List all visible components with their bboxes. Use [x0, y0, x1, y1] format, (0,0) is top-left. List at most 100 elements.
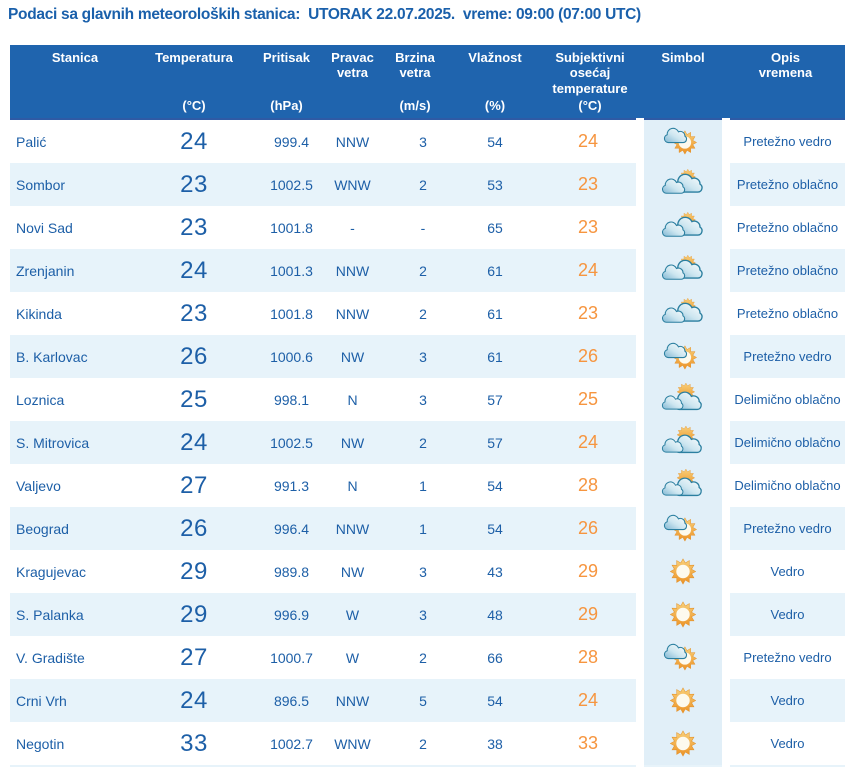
humidity-value: 48	[450, 593, 540, 636]
wind-speed-value: 2	[419, 649, 427, 666]
station-name: S. Mitrovica	[10, 421, 140, 464]
weather-description: Pretežno vedro	[726, 335, 845, 378]
temperature-value: 24	[140, 421, 248, 464]
sun-behind-clouds-icon	[660, 383, 706, 416]
table-row: Novi Sad 23 1001.8 - - 65 23 Pretežno ob…	[10, 206, 845, 249]
wind-direction-value: WNW	[334, 735, 371, 752]
station-name: Valjevo	[16, 477, 61, 494]
column-unit: (%)	[484, 97, 506, 113]
wind-direction-value: NNW	[325, 249, 380, 292]
weather-description: Vedro	[726, 593, 845, 636]
sun-behind-clouds-icon	[660, 469, 706, 502]
wind-speed-value: 3	[419, 563, 427, 580]
station-name: Palić	[16, 133, 47, 150]
column-header: Temperatura (°C)	[140, 45, 248, 120]
pressure-value: 1001.8	[270, 305, 313, 322]
temperature-value: 24	[140, 679, 248, 722]
station-name: Novi Sad	[16, 219, 73, 236]
temperature-value: 25	[180, 385, 208, 413]
temperature-value: 26	[140, 335, 248, 378]
column-header: Simbol	[640, 45, 726, 120]
column-header: Pritisak (hPa)	[248, 45, 325, 120]
wind-speed-value: 2	[380, 249, 450, 292]
weather-description: Pretežno oblačno	[736, 219, 839, 235]
feels-like-value: 24	[540, 249, 640, 292]
temperature-value: 24	[140, 249, 248, 292]
weather-symbol-cell	[636, 206, 730, 249]
weather-symbol-cell	[636, 421, 730, 464]
column-label: Pritisak	[263, 50, 310, 65]
clear-sky-sun-icon	[660, 727, 706, 760]
clear-sky-sun-icon	[660, 555, 706, 588]
wind-speed-value: 3	[419, 391, 427, 408]
wind-direction-value: W	[325, 593, 380, 636]
table-header: Stanica Temperatura (°C) Pritisak (hPa) …	[10, 45, 845, 120]
station-name: V. Gradište	[16, 649, 85, 666]
table-row: Zrenjanin 24 1001.3 NNW 2 61 24 Pretežno…	[10, 249, 845, 292]
station-name: Sombor	[10, 163, 140, 206]
temperature-value: 23	[180, 299, 208, 327]
clouds-with-sun-peek-icon	[660, 211, 706, 244]
table-row: B. Karlovac 26 1000.6 NW 3 61 26 Pretežn…	[10, 335, 845, 378]
feels-like-value: 25	[577, 389, 599, 409]
table-body: Palić 24 999.4 NNW 3 54 24 Pretežno vedr…	[10, 119, 845, 766]
wind-direction-value: NNW	[335, 305, 370, 322]
column-label: Stanica	[51, 50, 99, 65]
column-header: Pravac vetra	[325, 45, 380, 120]
pressure-value: 1002.7	[270, 735, 313, 752]
wind-direction-value: NNW	[325, 679, 380, 722]
wind-speed-value: 3	[380, 335, 450, 378]
table-row: Negotin 33 1002.7 WNW 2 38 33 Vedro	[10, 722, 845, 766]
wind-direction-value: -	[350, 219, 355, 236]
column-label: Simbol	[661, 50, 705, 65]
weather-symbol-cell	[636, 163, 730, 206]
wind-speed-value: 1	[419, 477, 427, 494]
humidity-value: 61	[450, 335, 540, 378]
table-row: Kragujevac 29 989.8 NW 3 43 29 Vedro	[10, 550, 845, 593]
humidity-value: 65	[487, 219, 503, 236]
column-label: Pravac vetra	[331, 50, 374, 81]
table-row: Kikinda 23 1001.8 NNW 2 61 23 Pretežno o…	[10, 292, 845, 335]
temperature-value: 29	[180, 557, 208, 585]
weather-description: Vedro	[726, 679, 845, 722]
feels-like-value: 24	[577, 131, 599, 151]
weather-symbol-cell	[636, 119, 730, 163]
station-name: Loznica	[16, 391, 65, 408]
wind-speed-value: 3	[419, 133, 427, 150]
weather-description: Vedro	[770, 735, 805, 751]
weather-description: Delimično oblačno	[726, 421, 845, 464]
wind-direction-value: NW	[325, 335, 380, 378]
table-row: Palić 24 999.4 NNW 3 54 24 Pretežno vedr…	[10, 119, 845, 163]
column-header: Vlažnost (%)	[450, 45, 540, 120]
sun-with-small-cloud-icon	[660, 125, 706, 158]
weather-description: Delimično oblačno	[734, 477, 841, 493]
station-name: Crni Vrh	[10, 679, 140, 722]
column-unit: (hPa)	[270, 97, 303, 113]
weather-symbol-cell	[636, 593, 730, 636]
humidity-value: 66	[487, 649, 503, 666]
weather-symbol-cell	[636, 378, 730, 421]
weather-description: Pretežno vedro	[743, 133, 832, 149]
feels-like-value: 26	[540, 335, 640, 378]
column-label: Subjektivni osećaj temperature	[552, 50, 628, 96]
column-unit: (°C)	[578, 97, 602, 113]
station-name: Kragujevac	[16, 563, 87, 580]
wind-direction-value: NNW	[335, 133, 370, 150]
feels-like-value: 28	[577, 647, 599, 667]
humidity-value: 53	[450, 163, 540, 206]
column-unit: (°C)	[182, 97, 206, 113]
pressure-value: 1002.5	[248, 163, 325, 206]
station-name: B. Karlovac	[10, 335, 140, 378]
column-unit: (m/s)	[399, 97, 431, 113]
weather-symbol-cell	[636, 292, 730, 335]
temperature-value: 26	[140, 507, 248, 550]
humidity-value: 54	[450, 507, 540, 550]
sun-with-small-cloud-icon	[660, 641, 706, 674]
sun-with-small-cloud-icon	[660, 340, 706, 373]
table-row: V. Gradište 27 1000.7 W 2 66 28 Pretežno…	[10, 636, 845, 679]
station-name: Zrenjanin	[10, 249, 140, 292]
clouds-with-sun-peek-icon	[660, 254, 706, 287]
weather-symbol-cell	[636, 679, 730, 722]
pressure-value: 1002.5	[248, 421, 325, 464]
table-row: Crni Vrh 24 896.5 NNW 5 54 24 Vedro	[10, 679, 845, 722]
